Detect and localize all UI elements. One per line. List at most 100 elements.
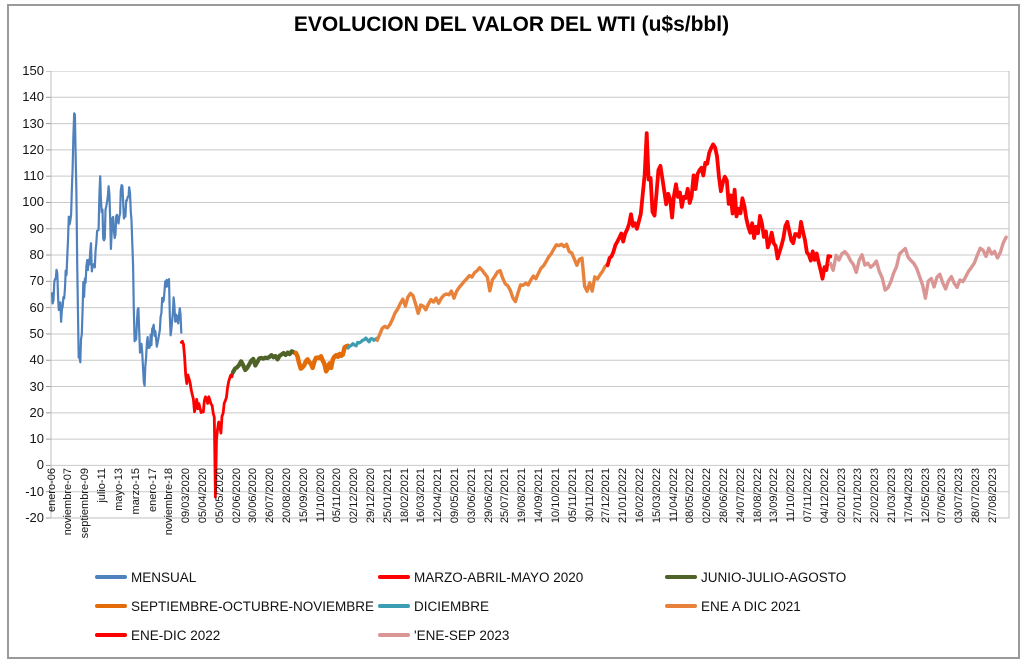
- x-axis-label: 30/11/2021: [583, 468, 596, 523]
- x-axis-label: 12/05/2023: [919, 468, 932, 524]
- x-axis-label: 02/12/2020: [348, 468, 361, 524]
- x-axis-label: 15/03/2022: [650, 468, 663, 524]
- legend-label: JUNIO-JULIO-AGOSTO: [701, 569, 847, 585]
- legend-item-septiembre-octubre-noviembre: SEPTIEMBRE-OCTUBRE-NOVIEMBRE: [95, 598, 375, 614]
- x-axis-label: 24/07/2022: [734, 468, 747, 524]
- y-axis-label: 80: [29, 247, 44, 263]
- series-line-ene-a-dic-2021: [375, 242, 610, 342]
- series-line-septiembre-octubre-noviembre: [293, 343, 351, 374]
- x-axis-label: 04/12/2022: [818, 468, 831, 524]
- x-axis-label: 02/06/2020: [230, 468, 243, 524]
- x-axis-label: 25/07/2021: [499, 468, 512, 524]
- legend-label: DICIEMBRE: [414, 598, 490, 614]
- legend-label: MENSUAL: [131, 569, 197, 585]
- legend-label: SEPTIEMBRE-OCTUBRE-NOVIEMBRE: [131, 598, 375, 614]
- x-axis-label: 26/07/2020: [264, 468, 277, 524]
- y-axis-label: 0: [36, 457, 44, 473]
- x-axis-label: 18/08/2022: [751, 468, 764, 524]
- plot-border: [50, 71, 1010, 519]
- y-axis-label: 70: [29, 273, 44, 289]
- series-line-diciembre: [346, 336, 379, 350]
- x-axis-label: 11/04/2022: [667, 468, 680, 523]
- x-axis-label: julio-11: [96, 468, 109, 504]
- legend-item-junio-julio-agosto: JUNIO-JULIO-AGOSTO: [665, 569, 847, 585]
- x-axis-label: 27/08/2023: [986, 468, 999, 524]
- x-axis-label: 15/09/2020: [297, 468, 310, 524]
- x-axis-label: 11/10/2022: [785, 468, 798, 523]
- x-axis-label: 07/11/2022: [801, 468, 814, 523]
- x-axis-label: 27/12/2021: [600, 468, 613, 524]
- plot-area: [46, 71, 1010, 519]
- x-axis-label: 08/05/2022: [684, 468, 697, 524]
- x-axis-label: 21/03/2023: [886, 468, 899, 524]
- x-axis-label: 30/06/2020: [247, 468, 260, 524]
- x-axis-label: 21/01/2022: [617, 468, 630, 524]
- x-axis-label: 05/11/2020: [331, 468, 344, 523]
- x-axis-label: 10/10/2021: [549, 468, 562, 524]
- series-line--ene-sep-2023: [828, 235, 1008, 300]
- legend-swatch: [378, 604, 410, 608]
- x-axis-label: noviembre-07: [62, 468, 75, 536]
- x-axis-label: 05/04/2020: [196, 468, 209, 524]
- x-axis-label: enero-06: [45, 468, 58, 513]
- x-axis-label: 05/11/2021: [566, 468, 579, 523]
- x-axis-label: 16/03/2021: [415, 468, 428, 524]
- y-axis-label: 90: [29, 220, 44, 236]
- legend-item-diciembre: DICIEMBRE: [378, 598, 490, 614]
- x-axis-label: 29/12/2020: [365, 468, 377, 524]
- x-axis-label: 03/06/2021: [465, 468, 478, 524]
- x-axis-label: 03/07/2023: [953, 468, 966, 524]
- legend-label: MARZO-ABRIL-MAYO 2020: [414, 569, 584, 585]
- x-axis-label: 17/04/2023: [902, 468, 915, 524]
- y-axis-label: 60: [29, 299, 44, 315]
- y-axis-label: 20: [29, 404, 44, 420]
- chart-title: EVOLUCION DEL VALOR DEL WTI (u$s/bbl): [293, 13, 730, 36]
- y-axis-label: 110: [23, 168, 44, 184]
- x-axis-label: 02/06/2022: [701, 468, 714, 524]
- y-axis-label: 140: [22, 89, 44, 105]
- legend-item-ene-a-dic-2021: ENE A DIC 2021: [665, 598, 801, 614]
- x-axis-label: 19/08/2021: [516, 468, 529, 524]
- legend-label: 'ENE-SEP 2023: [414, 627, 510, 643]
- legend-label: ENE A DIC 2021: [701, 598, 801, 614]
- x-axis-label: 20/08/2020: [280, 468, 293, 524]
- series-line-marzo-abril-mayo-2020: [179, 339, 235, 499]
- x-axis-label: enero-17: [146, 468, 159, 513]
- x-axis-label: 12/04/2021: [432, 468, 445, 524]
- series-line-ene-dic-2022: [605, 131, 833, 281]
- y-axis-label: 120: [22, 141, 44, 157]
- x-axis-label: 29/06/2021: [482, 468, 495, 524]
- x-axis-label: 18/02/2021: [398, 468, 411, 524]
- legend-swatch: [378, 575, 410, 579]
- series-line-mensual: [50, 112, 183, 387]
- legend-swatch: [95, 575, 127, 579]
- legend-item--ene-sep-2023: 'ENE-SEP 2023: [378, 627, 510, 643]
- y-axis-label: 10: [29, 431, 44, 447]
- y-axis-label: 40: [29, 352, 44, 368]
- x-axis-label: 27/01/2023: [852, 468, 865, 524]
- legend-swatch: [665, 575, 697, 579]
- x-axis-label: 14/09/2021: [533, 468, 546, 524]
- y-axis-label: 150: [22, 63, 44, 78]
- legend-swatch: [378, 633, 410, 637]
- x-axis-label: marzo-15: [129, 468, 142, 515]
- y-axis-label: -20: [25, 510, 44, 525]
- x-axis-label: septiembre-09: [79, 468, 92, 539]
- x-axis-label: 07/06/2023: [936, 468, 949, 524]
- x-axis-label: 05/05/2020: [213, 468, 226, 524]
- y-axis-label: -10: [25, 483, 44, 499]
- x-axis-label: 13/09/2022: [768, 468, 781, 524]
- x-axis-label: 28/06/2022: [717, 468, 730, 524]
- x-axis-label: noviembre-18: [163, 468, 176, 536]
- y-axis-label: 50: [29, 325, 44, 341]
- legend-label: ENE-DIC 2022: [131, 627, 221, 643]
- legend-swatch: [95, 604, 127, 608]
- x-axis-label: 16/02/2022: [633, 468, 646, 524]
- x-axis-label: 09/05/2021: [449, 468, 462, 524]
- legend-item-marzo-abril-mayo-2020: MARZO-ABRIL-MAYO 2020: [378, 569, 584, 585]
- legend-swatch: [665, 604, 697, 608]
- y-axis-label: 130: [22, 115, 44, 131]
- x-axis-label: 09/03/2020: [180, 468, 193, 524]
- x-axis-label: 11/10/2020: [314, 468, 327, 523]
